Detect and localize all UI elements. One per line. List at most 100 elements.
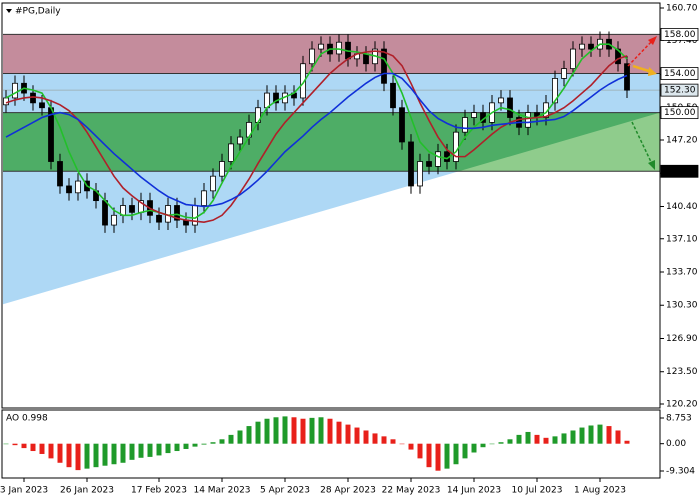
candle-body — [363, 53, 369, 65]
candle-body — [3, 97, 9, 106]
ao-bar — [21, 443, 27, 449]
candle-body — [102, 200, 108, 226]
candle-body — [462, 117, 468, 133]
ao-bar — [192, 443, 198, 447]
ao-bar — [462, 443, 468, 459]
level-tag-label: 154.00 — [664, 69, 696, 79]
ao-bar — [3, 443, 9, 445]
ao-bar — [516, 434, 522, 444]
support-zone — [3, 171, 459, 305]
candle-body — [210, 175, 216, 192]
arrow-down — [631, 121, 653, 165]
ao-bar — [12, 443, 18, 446]
menu-icon — [6, 9, 12, 13]
ao-bar — [84, 443, 90, 469]
ao-panel — [3, 416, 630, 471]
moving-average — [5, 50, 628, 223]
ao-bar — [570, 430, 576, 444]
ao-bar — [75, 443, 81, 471]
ao-bar — [471, 443, 477, 453]
ao-bar — [210, 442, 216, 444]
arrow-head — [648, 36, 657, 45]
x-tick-label: 28 Apr 2023 — [320, 486, 376, 496]
ao-bar — [579, 427, 585, 444]
level-tag — [660, 67, 699, 80]
candle-body — [39, 102, 45, 109]
ao-bar — [246, 426, 252, 444]
arrow-head — [648, 160, 655, 170]
candle-body — [471, 112, 477, 118]
ao-bar — [498, 442, 504, 444]
ao-bar — [48, 443, 54, 459]
candle-body — [417, 161, 423, 187]
candle-body — [588, 43, 594, 50]
ao-bar — [543, 437, 549, 444]
candle-body — [129, 205, 135, 213]
last-price-tag — [660, 83, 699, 97]
ao-bar — [561, 433, 567, 444]
ao-bar — [345, 424, 351, 444]
x-tick-label: 14 Mar 2023 — [193, 486, 250, 496]
ao-bar — [129, 443, 135, 460]
ao-bar — [534, 434, 540, 444]
candle-body — [300, 63, 306, 99]
candle-body — [552, 78, 558, 104]
candle-body — [12, 82, 18, 99]
level-tag-label: 150.00 — [664, 108, 696, 118]
y-tick-label: 160.70 — [666, 4, 698, 14]
ao-bar — [318, 417, 324, 444]
candle-body — [615, 48, 621, 65]
ao-tick-label: 0.00 — [666, 439, 686, 449]
ao-bar — [480, 443, 486, 448]
x-tick-label: 17 Feb 2023 — [131, 486, 187, 496]
candle-body — [57, 161, 63, 187]
candle-body — [381, 48, 387, 84]
y-tick-label: 130.30 — [666, 301, 698, 311]
ao-bar — [426, 443, 432, 468]
ao-bar — [264, 418, 270, 444]
ao-bar — [147, 443, 153, 457]
ao-bar — [255, 421, 261, 444]
ao-bar — [588, 425, 594, 444]
ao-bar — [57, 443, 63, 463]
ao-tick-label: -9.304 — [666, 467, 695, 477]
x-tick-label: 26 Jan 2023 — [60, 486, 114, 496]
arrow-up — [627, 39, 654, 67]
ao-bar — [408, 443, 414, 450]
last-price-tag-label: 152.30 — [664, 86, 696, 96]
support-overlap — [458, 112, 660, 172]
y-tick-label: 120.20 — [666, 400, 698, 410]
arrow-head — [648, 67, 657, 76]
ao-bar — [282, 416, 288, 444]
candle-body — [156, 214, 162, 223]
candle-body — [111, 214, 117, 226]
candle-body — [228, 143, 234, 162]
ao-bar — [381, 436, 387, 444]
y-tick-label: 137.10 — [666, 234, 698, 244]
ao-bar — [327, 418, 333, 444]
x-tick-label: 1 Aug 2023 — [574, 486, 626, 496]
candle-body — [66, 185, 72, 194]
price-frame — [1, 2, 661, 409]
ao-bar — [111, 443, 117, 465]
ao-bar — [624, 440, 630, 444]
candle-body — [75, 180, 81, 194]
x-tick-label: 5 Apr 2023 — [260, 486, 310, 496]
axes: 160.70157.40153.90150.50147.20143.80140.… — [0, 4, 699, 496]
candle-body — [273, 92, 279, 104]
level-tag — [660, 106, 699, 120]
ao-bar — [291, 417, 297, 444]
ao-bar — [39, 443, 45, 454]
ao-bar — [165, 443, 171, 454]
candle-body — [498, 97, 504, 104]
level-tag — [660, 164, 699, 178]
level-tag-label: 144.00 — [664, 167, 696, 177]
ao-bar — [156, 443, 162, 456]
moving-average — [5, 72, 628, 208]
y-tick-label: 126.90 — [666, 334, 698, 344]
chart-title: #PG,Daily — [15, 7, 61, 17]
ao-bar — [102, 443, 108, 466]
candle-body — [507, 97, 513, 118]
candle-body — [561, 68, 567, 79]
moving-average — [5, 43, 628, 220]
